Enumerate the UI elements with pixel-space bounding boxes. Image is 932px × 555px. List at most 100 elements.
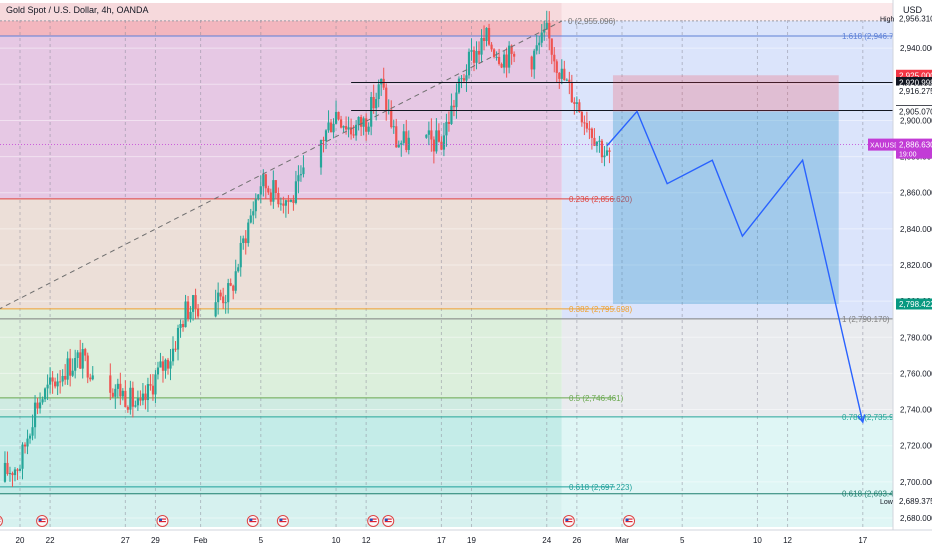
candle [164,360,166,371]
candle [159,361,161,367]
date-tick-label: 24 [542,536,551,545]
date-tick-label: 20 [16,536,25,545]
candle [44,388,46,399]
candle [225,302,227,303]
candle [122,391,124,397]
candle [24,445,26,447]
flag-canton [565,519,568,522]
flag-stripe [370,521,377,522]
candle [375,99,377,108]
candle [217,293,219,303]
candle [82,349,84,369]
event-flag-icon[interactable] [624,516,635,527]
candle [52,377,54,381]
price-tick-label: 2,780.000 [900,333,932,342]
event-flag-icon[interactable] [368,516,379,527]
candle [358,117,360,125]
candle [31,427,33,435]
candle [157,368,159,375]
candle [568,80,570,82]
price-tick-label: 2,820.000 [900,261,932,270]
candle [302,167,304,174]
candle [250,215,252,222]
fib-band [0,398,562,417]
candle [295,181,297,203]
candle [194,295,196,308]
price-label-tag: High [880,17,895,24]
candle [583,122,585,123]
candle [608,150,610,152]
date-tick-label: 29 [151,536,160,545]
candle [373,97,375,108]
date-tick-label: 17 [437,536,446,545]
candle [127,407,129,410]
candle [149,384,151,386]
candle [230,283,232,286]
candle [137,398,139,405]
candle [440,142,442,150]
candle [184,301,186,327]
candle [192,295,194,312]
date-tick-label: 26 [572,536,581,545]
candle [147,384,149,400]
event-flag-icon[interactable] [247,516,258,527]
candle [536,45,538,50]
date-tick-label: Mar [615,536,629,545]
price-label-tag: Low [880,499,894,506]
flag-stripe [279,521,286,522]
candle [383,79,385,88]
candle [548,23,550,39]
event-flag-icon[interactable] [277,516,288,527]
candle [132,388,134,407]
fib-level-label: 1 (2,790.170) [842,315,890,324]
candle [26,439,28,447]
candle [19,469,21,471]
candle [393,126,395,127]
candle [4,463,6,482]
candle [378,84,380,99]
candle [551,38,553,54]
candle [573,102,575,104]
candle [360,117,362,127]
candle [242,238,244,243]
candle [9,473,11,474]
candle [438,130,440,141]
candle [563,69,565,80]
price-tick-label: 2,900.000 [900,116,932,125]
candle [197,309,199,317]
candle [363,118,365,126]
price-label: 2,956.310 [899,15,932,24]
candle [162,361,164,370]
flag-canton [39,519,42,522]
event-flag-icon[interactable] [37,516,48,527]
candle [556,61,558,73]
price-tick-label: 2,740.000 [900,406,932,415]
candle [370,97,372,127]
event-flag-icon[interactable] [563,516,574,527]
date-tick-label: 5 [259,536,264,545]
candle [252,211,254,215]
candle [69,358,71,375]
candle [342,126,344,128]
candle [385,88,387,110]
candle [561,69,563,79]
event-flag-icon[interactable] [157,516,168,527]
position-target-zone [613,111,839,304]
candle [353,134,355,135]
price-label: 2,905.070 [899,107,932,116]
candle [189,312,191,319]
fib-band [0,199,562,309]
candle [84,349,86,356]
candle [478,51,480,55]
flag-stripe [249,521,256,522]
candle [443,135,445,149]
chart-title: Gold Spot / U.S. Dollar, 4h, OANDA [6,5,149,15]
candle [475,51,477,63]
event-flag-icon[interactable] [383,516,394,527]
candle [501,64,503,68]
fib-level-label: 0.5 (2,746.461) [569,394,624,403]
candle [260,186,262,194]
candle [280,204,282,205]
